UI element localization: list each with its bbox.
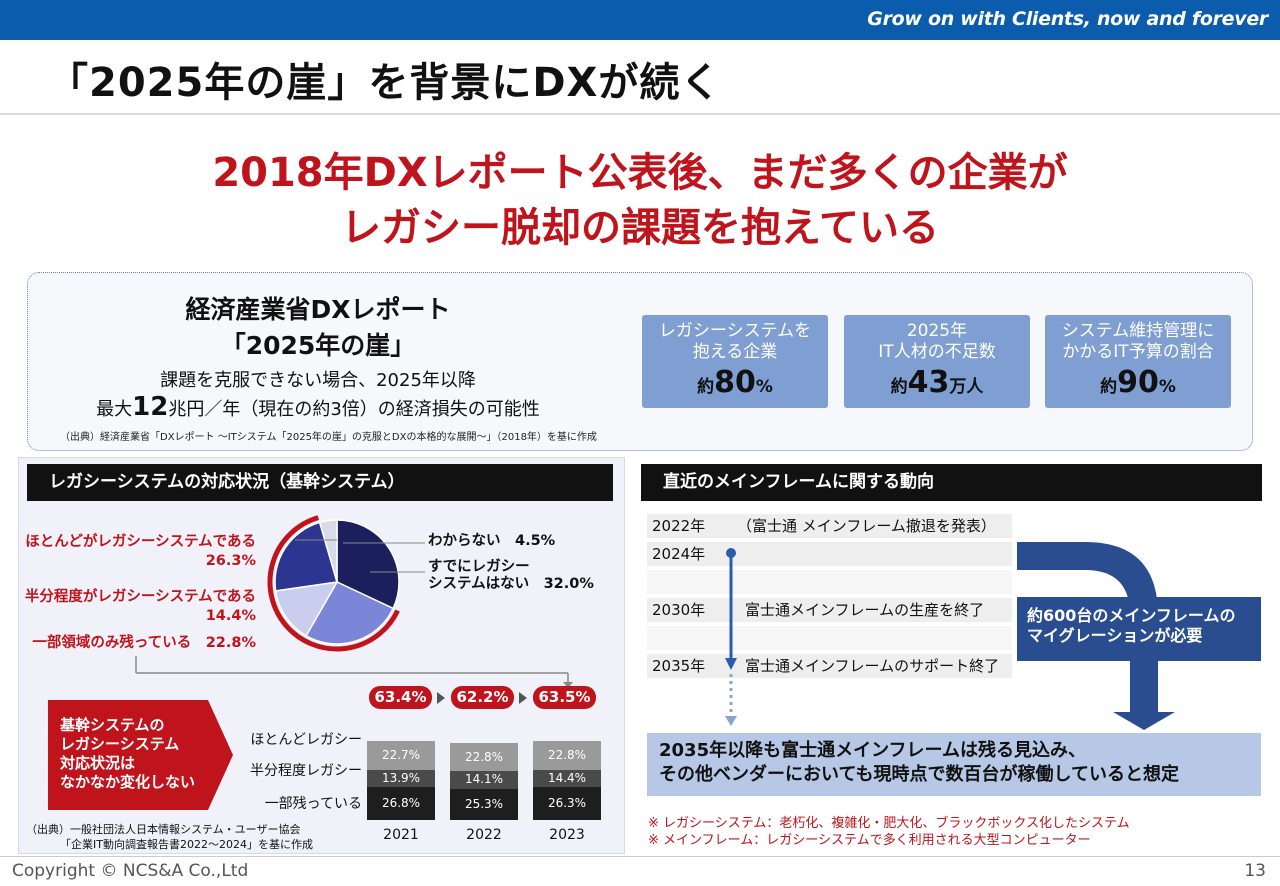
stat-card-it-shortage: 2025年 IT人材の不足数 約43万人 — [844, 315, 1030, 408]
x-label-2022: 2022 — [466, 827, 502, 843]
timeline-row-2024: 2024年 — [647, 542, 1012, 566]
timeline-gap — [647, 626, 1012, 650]
top-bar — [0, 0, 1280, 40]
mainframe-heading: 直近のメインフレームに関する動向 — [641, 464, 1262, 501]
tagline: Grow on with Clients, now and forever — [867, 8, 1268, 30]
headline-line-2: レガシー脱却の課題を抱えている — [341, 205, 939, 251]
bar-segment: 22.8% — [533, 741, 601, 770]
legacy-pie-chart — [267, 515, 400, 652]
total-badge-2021: 63.4% — [369, 686, 432, 709]
legacy-source: （出典）一般社団法人日本情報システム・ユーザー協会 「企業IT動向調査報告書202… — [26, 823, 313, 851]
report-text-line-1: 課題を克服できない場合、2025年以降 — [160, 370, 476, 391]
stat-card-it-budget: システム維持管理に かかるIT予算の割合 約90% — [1045, 315, 1231, 408]
headline-line-1: 2018年DXレポート公表後、まだ多くの企業が — [212, 150, 1068, 196]
total-badge-2022: 62.2% — [451, 686, 514, 709]
bar-segment: 13.9% — [367, 769, 435, 787]
bar-segment: 26.3% — [533, 787, 601, 820]
note-legacy: ※ レガシーシステム：老朽化、複雑化・肥大化、ブラックボックス化したシステム — [648, 816, 1130, 831]
badge-arrow-icon — [437, 692, 445, 704]
page-number: 13 — [1244, 861, 1266, 881]
report-subtitle: 「2025年の崖」 — [220, 331, 416, 360]
timeline-row-2030: 2030年 富士通メインフレームの生産を終了 — [647, 598, 1012, 622]
badge-arrow-icon — [519, 692, 527, 704]
bar-segment: 26.8% — [367, 786, 435, 820]
report-text-line-2: 最大12兆円／年（現在の約3倍）の経済損失の可能性 — [96, 392, 540, 422]
report-title: 経済産業省DXレポート — [185, 295, 451, 324]
bar-segment: 14.1% — [450, 771, 518, 789]
pie-slice — [274, 581, 339, 637]
conclusion-box: 2035年以降も富士通メインフレームは残る見込み、 その他ベンダーにおいても現時点… — [647, 733, 1261, 796]
pie-label-none: すでにレガシー システムはない 32.0% — [428, 559, 594, 592]
pie-slice — [336, 519, 400, 610]
legacy-status-heading: レガシーシステムの対応状況（基幹システム） — [27, 464, 613, 501]
pie-highlight-ring — [267, 515, 400, 652]
pie-label-unknown: わからない 4.5% — [428, 533, 556, 549]
row-label-some: 一部残っている — [264, 796, 362, 812]
bar-segment: 14.4% — [533, 769, 601, 788]
stat-card-legacy-companies: レガシーシステムを 抱える企業 約80% — [642, 315, 828, 408]
legacy-callout-arrow — [48, 700, 233, 810]
legacy-callout-text: 基幹システムの レガシーシステム 対応状況は なかなか変化しない — [60, 716, 196, 791]
pie-slice — [318, 519, 338, 583]
timeline-gap — [647, 570, 1012, 594]
x-label-2023: 2023 — [549, 827, 585, 843]
row-label-mostly: ほとんどレガシー — [250, 732, 362, 748]
copyright: Copyright © NCS&A Co.,Ltd — [12, 861, 249, 881]
title-divider — [0, 113, 1280, 115]
pie-label-half: 半分程度がレガシーシステムである 14.4% — [24, 589, 256, 624]
total-badge-2023: 63.5% — [533, 686, 596, 709]
pie-slice — [305, 581, 395, 645]
timeline-row-2022: 2022年 （富士通 メインフレーム撤退を発表） — [647, 514, 1012, 538]
migration-callout: 約600台のメインフレームの マイグレーションが必要 — [1017, 597, 1261, 661]
pie-label-some: 一部領域のみ残っている 22.8% — [32, 635, 256, 651]
note-mainframe: ※ メインフレーム：レガシーシステムで多く利用される大型コンピューター — [648, 833, 1091, 848]
pie-label-mostly: ほとんどがレガシーシステムである 26.3% — [25, 534, 256, 569]
report-source: （出典）経済産業省「DXレポート ～ITシステム「2025年の崖」の克服とDXの… — [60, 432, 597, 443]
x-label-2021: 2021 — [383, 827, 419, 843]
bar-segment: 22.8% — [450, 742, 518, 772]
timeline-row-2035: 2035年 富士通メインフレームのサポート終了 — [647, 654, 1012, 678]
row-label-half: 半分程度レガシー — [250, 763, 362, 779]
page-title: 「2025年の崖」を背景にDXが続く — [48, 60, 722, 106]
bar-segment: 22.7% — [367, 741, 435, 770]
stacked-bar-chart: 26.8% 13.9% 22.7% 25.3% 14.1% 22.8% 26.3% 14.4%… — [0, 0, 601, 820]
footer-divider — [0, 856, 1280, 857]
bar-segment: 25.3% — [450, 788, 518, 820]
